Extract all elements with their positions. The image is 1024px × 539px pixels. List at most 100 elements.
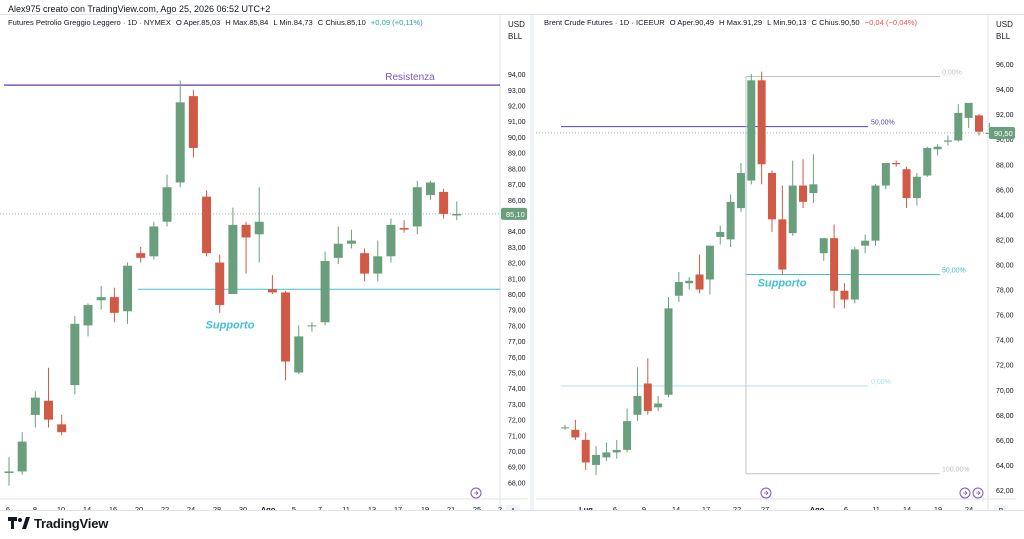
panel-separator[interactable] [530, 15, 534, 510]
chart-panel-crude[interactable]: Futures Petrolio Greggio Leggero · 1D · … [0, 15, 528, 510]
candle-body[interactable] [664, 308, 673, 395]
candle-body[interactable] [933, 146, 942, 150]
candle-body[interactable] [881, 163, 890, 186]
candle-body[interactable] [70, 323, 80, 386]
candle-body[interactable] [149, 226, 159, 257]
candle-body[interactable] [861, 240, 870, 246]
candle-body[interactable] [83, 304, 93, 326]
candle-body[interactable] [943, 140, 952, 142]
candle-body[interactable] [96, 297, 106, 301]
chart-panel-brent[interactable]: Brent Crude Futures · 1D · ICEEUR O Aper.… [536, 15, 1016, 510]
candle-body[interactable] [123, 265, 133, 312]
candle-body[interactable] [254, 221, 264, 235]
candle-body[interactable] [902, 169, 911, 199]
candle-body[interactable] [188, 96, 198, 148]
candle-body[interactable] [307, 325, 317, 327]
candle-body[interactable] [267, 289, 277, 293]
candle-body[interactable] [373, 256, 383, 274]
candle-body[interactable] [799, 185, 808, 202]
candle-body[interactable] [747, 80, 756, 181]
candle-body[interactable] [705, 245, 714, 280]
event-markers[interactable] [760, 487, 984, 499]
candle-body[interactable] [778, 219, 787, 270]
candle-body[interactable] [726, 201, 735, 240]
candle-body[interactable] [215, 262, 225, 305]
chart-svg-brent[interactable]: Brent Crude Futures · 1D · ICEEUR O Aper.… [536, 15, 1016, 510]
candle-body[interactable] [912, 176, 921, 199]
candle-body[interactable] [399, 228, 409, 230]
candle-body[interactable] [346, 240, 356, 244]
candle-body[interactable] [17, 441, 27, 472]
candle-body[interactable] [871, 185, 880, 241]
event-marker-icon[interactable] [470, 487, 482, 499]
candles[interactable] [4, 80, 462, 486]
event-marker-icon[interactable] [760, 487, 772, 499]
candle-body[interactable] [294, 336, 304, 373]
time-axis[interactable]: 6 8 10 14 16 20 22 24 28 30 Ago 5 7 11 13 17 19 21 25 2 [6, 505, 502, 510]
candle-body[interactable] [592, 454, 601, 465]
tradingview-logo[interactable]: TradingView [8, 514, 108, 532]
legend[interactable]: Brent Crude Futures · 1D · ICEEUR O Aper.… [544, 18, 917, 27]
event-marker-icon[interactable] [959, 487, 971, 499]
candle-body[interactable] [768, 173, 776, 220]
candle-body[interactable] [830, 238, 839, 291]
candle-body[interactable] [44, 400, 54, 420]
candle-body[interactable] [612, 449, 621, 453]
candle-body[interactable] [788, 185, 797, 234]
pane-label[interactable]: A [506, 505, 520, 510]
candle-body[interactable] [281, 292, 291, 362]
x-tick-label: 11 [342, 505, 350, 510]
candle-body[interactable] [360, 253, 370, 274]
candle-body[interactable] [757, 80, 766, 165]
candle-body[interactable] [439, 191, 449, 214]
y-tick-label: 94,00 [996, 87, 1014, 94]
candle-body[interactable] [850, 249, 859, 300]
candle-body[interactable] [162, 187, 172, 222]
candle-body[interactable] [57, 424, 67, 433]
candle-body[interactable] [819, 238, 828, 254]
candle-body[interactable] [175, 102, 185, 183]
candle-body[interactable] [333, 243, 343, 258]
price-axis[interactable]: 96,00 94,00 92,00 90,00 88,00 86,00 84,00 82,00… [996, 62, 1014, 495]
candle-body[interactable] [674, 282, 683, 296]
price-axis[interactable]: 94,00 93,00 92,00 91,00 90,00 89,00 88,00 87,00… [508, 72, 526, 487]
event-marker-icon[interactable] [972, 487, 984, 499]
candle-body[interactable] [412, 187, 422, 227]
candle-body[interactable] [654, 403, 663, 408]
candle-body[interactable] [840, 290, 849, 300]
candle-body[interactable] [571, 429, 580, 438]
legend[interactable]: Futures Petrolio Greggio Leggero · 1D · … [8, 18, 423, 27]
candle-body[interactable] [320, 261, 330, 323]
candle-body[interactable] [581, 439, 590, 463]
event-markers[interactable] [470, 487, 482, 499]
candle-body[interactable] [136, 253, 146, 258]
candle-body[interactable] [964, 102, 973, 118]
candle-body[interactable] [643, 383, 652, 412]
candle-body[interactable] [30, 397, 40, 415]
candle-body[interactable] [695, 274, 704, 290]
time-axis[interactable]: Lug 6 9 14 17 22 27 Ago 6 11 14 19 24 [579, 505, 973, 510]
candle-body[interactable] [954, 112, 963, 141]
candle-body[interactable] [425, 182, 435, 196]
candle-body[interactable] [386, 224, 396, 257]
candle-body[interactable] [228, 224, 238, 294]
candle-body[interactable] [602, 452, 611, 458]
pane-label[interactable]: B [994, 505, 1008, 510]
candle-body[interactable] [892, 163, 901, 165]
candles[interactable] [561, 71, 994, 475]
candle-body[interactable] [202, 196, 212, 254]
chart-svg-crude[interactable]: Futures Petrolio Greggio Leggero · 1D · … [0, 15, 528, 510]
candle-body[interactable] [109, 297, 119, 313]
candle-body[interactable] [561, 427, 569, 429]
candle-body[interactable] [241, 224, 251, 238]
candle-body[interactable] [975, 115, 983, 132]
candle-body[interactable] [923, 147, 932, 176]
candle-body[interactable] [4, 471, 14, 474]
candle-body[interactable] [633, 396, 642, 415]
candle-body[interactable] [736, 173, 745, 209]
candle-body[interactable] [452, 213, 462, 216]
candle-body[interactable] [716, 231, 725, 237]
candle-body[interactable] [623, 421, 632, 450]
candle-body[interactable] [809, 184, 818, 194]
candle-body[interactable] [685, 280, 694, 284]
